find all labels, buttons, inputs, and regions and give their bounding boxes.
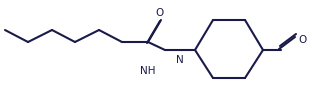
Text: O: O <box>155 8 163 18</box>
Text: N: N <box>176 55 184 65</box>
Text: O: O <box>298 35 306 45</box>
Text: NH: NH <box>140 66 156 76</box>
